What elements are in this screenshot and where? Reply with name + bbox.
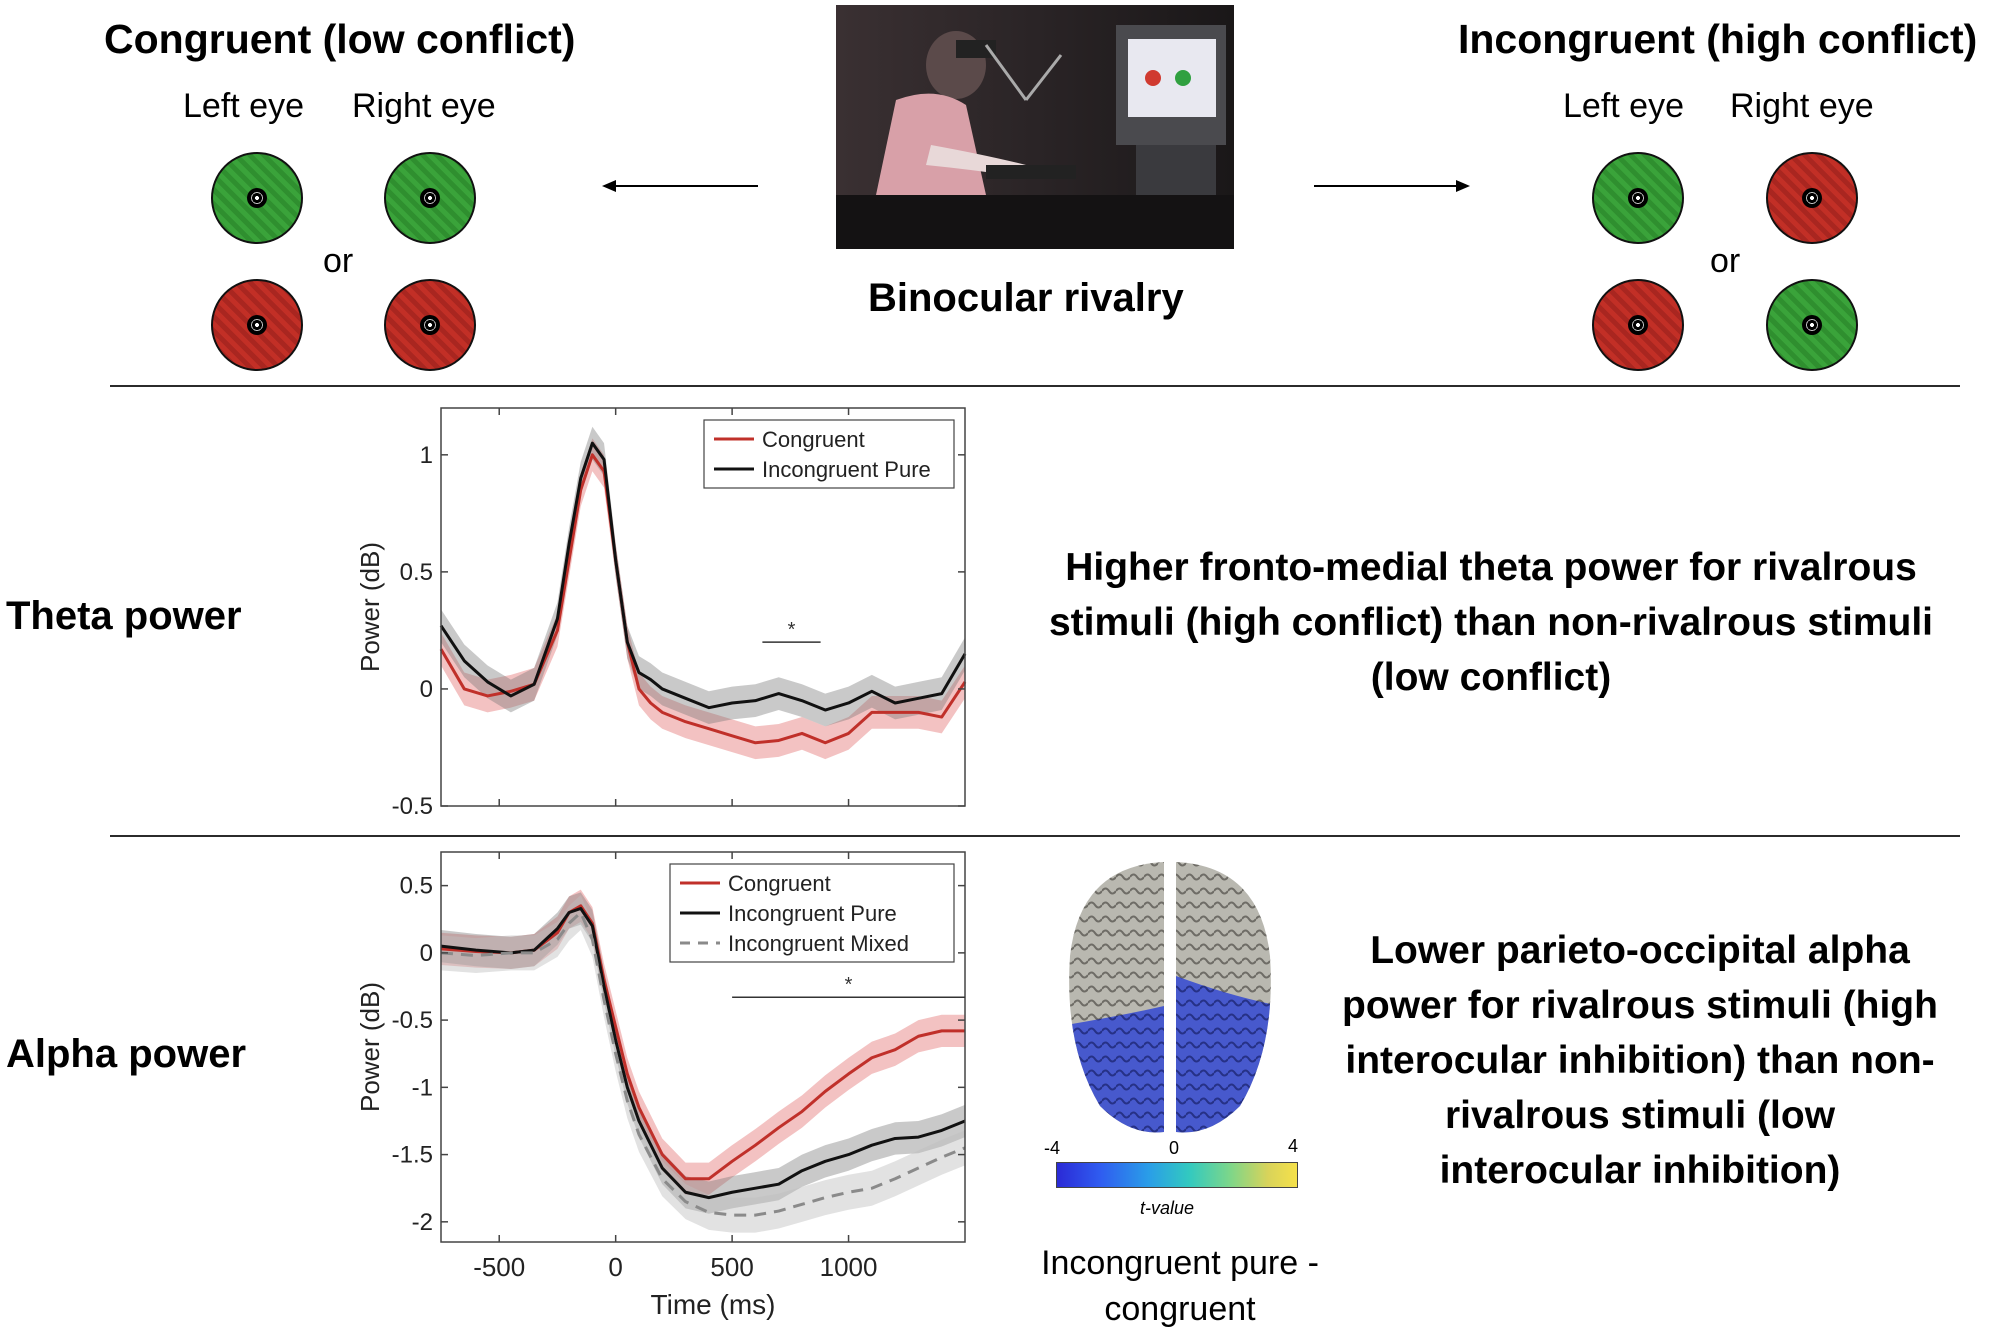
stimulus-congruent-left-bottom <box>211 279 303 371</box>
theta-power-chart: -0.5 0 0.5 1 Power (dB) * Congruent Incongruent… <box>355 407 967 820</box>
y-axis-label: Power (dB) <box>355 982 385 1112</box>
binocular-rivalry-label: Binocular rivalry <box>868 276 1184 320</box>
y-tick-label: 0 <box>420 676 433 703</box>
colorbar <box>1056 1162 1298 1188</box>
stimulus-incongruent-right-bottom <box>1766 279 1858 371</box>
right-eye-label-congruent: Right eye <box>352 87 496 125</box>
legend-label-2: Incongruent Mixed <box>728 931 909 956</box>
colorbar-label: t-value <box>1140 1198 1195 1218</box>
legend-label-1: Incongruent Pure <box>728 901 897 926</box>
y-tick-label: 0 <box>420 940 433 967</box>
alpha-description: Lower parieto-occipital alpha power for … <box>1342 929 1938 1192</box>
left-eye-label-incongruent: Left eye <box>1563 87 1684 125</box>
plot-frame <box>440 851 966 1243</box>
series-line-1 <box>440 906 966 1200</box>
y-tick-label: -2 <box>412 1209 433 1236</box>
legend-label-0: Congruent <box>762 427 865 452</box>
theta-description: Higher fronto-medial theta power for riv… <box>1048 546 1933 699</box>
colorbar-max: 4 <box>1288 1136 1299 1156</box>
arrow-right-icon <box>1314 180 1470 192</box>
series-line-0 <box>439 453 967 745</box>
legend-box <box>703 419 955 489</box>
divider-middle <box>110 835 1960 837</box>
stimulus-incongruent-left-top <box>1592 152 1684 244</box>
brain-topography <box>1069 862 1271 1133</box>
y-tick-label: 1 <box>420 442 433 469</box>
colorbar-mid: 0 <box>1169 1138 1180 1158</box>
alpha-row-label: Alpha power <box>6 1032 247 1076</box>
y-axis-label: Power (dB) <box>355 542 385 672</box>
arrow-left-icon <box>602 180 758 192</box>
series-line-1 <box>439 441 967 712</box>
series-band-1 <box>441 426 965 727</box>
y-tick-label: -1.5 <box>392 1142 433 1169</box>
significance-star: * <box>788 619 796 641</box>
y-tick-label: -0.5 <box>392 1007 433 1034</box>
or-label-incongruent: or <box>1710 242 1741 280</box>
series-line-2 <box>440 911 966 1217</box>
right-eye-label-incongruent: Right eye <box>1730 87 1874 125</box>
stimulus-incongruent-left-bottom <box>1592 279 1684 371</box>
significance-star: * <box>845 974 853 996</box>
legend-label-0: Congruent <box>728 871 831 896</box>
divider-top <box>110 385 1960 387</box>
stimulus-congruent-left-top <box>211 152 303 244</box>
theta-row-label: Theta power <box>6 594 242 638</box>
series-band-0 <box>441 438 965 760</box>
legend-label-1: Incongruent Pure <box>762 457 931 482</box>
y-tick-label: 0.5 <box>400 873 433 900</box>
y-tick-label: -0.5 <box>392 793 433 820</box>
topography-caption: Incongruent pure - congruent <box>1041 1244 1319 1328</box>
left-eye-label-congruent: Left eye <box>183 87 304 125</box>
stimulus-incongruent-right-top <box>1766 152 1858 244</box>
colorbar-min: -4 <box>1044 1138 1061 1158</box>
plot-frame <box>440 407 966 807</box>
y-tick-label: -1 <box>412 1074 433 1101</box>
stimulus-congruent-right-bottom <box>384 279 476 371</box>
x-tick-label: 1000 <box>820 1252 878 1282</box>
x-tick-label: 0 <box>608 1252 622 1282</box>
x-tick-label: -500 <box>473 1252 525 1282</box>
or-label-congruent: or <box>323 242 354 280</box>
experiment-photo <box>836 5 1234 249</box>
congruent-title: Congruent (low conflict) <box>104 16 576 62</box>
series-line-0 <box>440 904 965 1181</box>
stimulus-congruent-right-top <box>384 152 476 244</box>
x-tick-label: 500 <box>710 1252 753 1282</box>
x-axis-label: Time (ms) <box>651 1289 776 1320</box>
alpha-power-chart: 0.5 0 -0.5 -1 -1.5 -2 -500 0 500 1000 Power (dB) Ti… <box>355 851 966 1320</box>
y-tick-label: 0.5 <box>400 559 433 586</box>
incongruent-title: Incongruent (high conflict) <box>1458 16 1978 62</box>
